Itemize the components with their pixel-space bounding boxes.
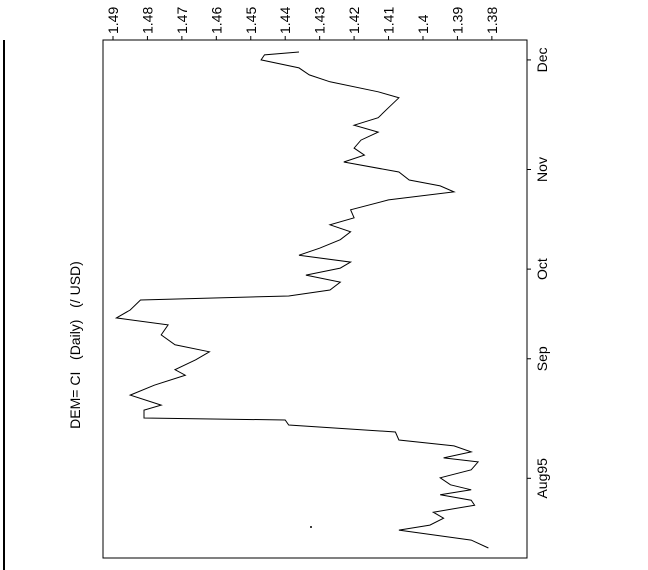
y-tick-label: 1.45 [243, 7, 259, 34]
y-tick-label: 1.41 [381, 7, 397, 34]
y-tick-label: 1.49 [105, 7, 121, 34]
x-tick-label: Dec [534, 47, 550, 72]
y-tick-label: 1.48 [139, 7, 155, 34]
y-tick-label: 1.42 [346, 7, 362, 34]
y-tick-label: 1.44 [277, 7, 293, 34]
y-tick-label: 1.38 [484, 7, 500, 34]
x-tick-label: Sep [534, 346, 550, 371]
x-tick-label: Oct [534, 258, 550, 280]
x-tick-label: Aug95 [534, 458, 550, 499]
y-tick-label: 1.47 [174, 7, 190, 34]
y-tick-label: 1.43 [312, 7, 328, 34]
y-tick-label: 1.4 [415, 14, 431, 34]
y-tick-label: 1.46 [208, 7, 224, 34]
x-tick-label: Nov [534, 157, 550, 182]
data-line [114, 51, 489, 549]
y-tick-label: 1.39 [449, 7, 465, 34]
plot-frame [102, 39, 528, 559]
chart-title: DEM= CI (Daily) (/ USD) [67, 261, 83, 429]
scan-speck [310, 526, 312, 528]
